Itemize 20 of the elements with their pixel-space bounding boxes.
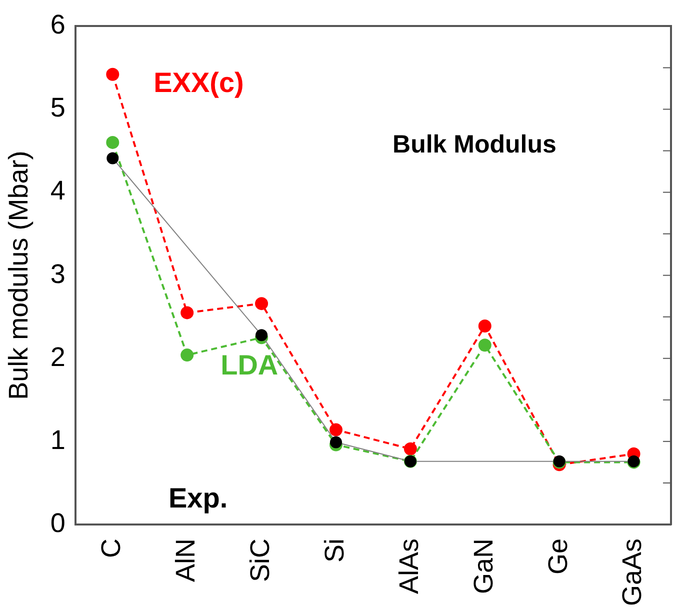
y-tick-label: 5 <box>50 92 66 123</box>
text: Exp. <box>168 482 228 514</box>
y-tick-label: 2 <box>50 342 66 372</box>
y-tick-label: 0 <box>50 508 66 538</box>
y-tick-label: 3 <box>50 258 66 289</box>
x-tick-label: AlAs <box>394 538 424 594</box>
y-tick-label: 1 <box>50 424 66 455</box>
x-tick-label: SiC <box>244 538 275 582</box>
y-tick-label: 6 <box>50 10 66 40</box>
y-tick-label: 4 <box>50 176 66 206</box>
x-tick-label: C <box>96 538 126 558</box>
annotation: Bulk Modulus <box>392 130 556 159</box>
x-tick-label: Ge <box>542 538 573 575</box>
x-tick-label: GaN <box>468 538 498 594</box>
x-tick-label: AlN <box>170 538 201 582</box>
x-tick-label: Si <box>319 538 350 562</box>
x-tick-label: GaAs <box>617 538 648 606</box>
y-axis-title: Bulk modulus (Mbar) <box>4 150 34 400</box>
series-label: LDA <box>220 349 278 380</box>
series-label: EXX(c) <box>154 67 244 98</box>
